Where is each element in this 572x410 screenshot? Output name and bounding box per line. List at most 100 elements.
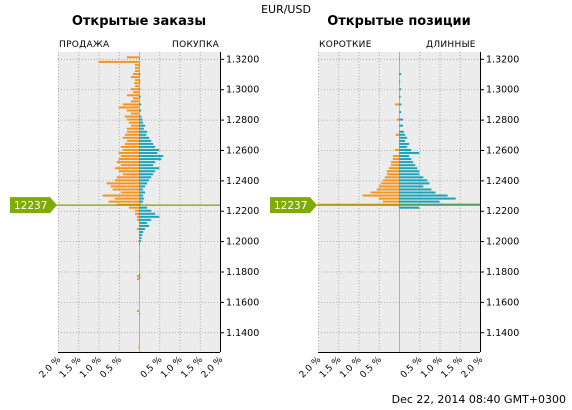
positions-bar-right: [399, 200, 440, 203]
orders-bar-left: [134, 63, 139, 66]
positions-x-tick-label: 1.0 %: [419, 355, 445, 381]
orders-y-tick-label: 1.1600: [226, 297, 259, 308]
panel-title-orders: Открытые заказы: [71, 14, 207, 29]
positions-bar-right: [399, 161, 414, 164]
positions-bar-left: [386, 170, 399, 173]
orders-bar-left: [122, 173, 139, 176]
positions-bar-right: [399, 158, 412, 161]
orders-bar-left: [106, 182, 139, 185]
orders-bar-right: [139, 115, 142, 118]
positions-y-tick-label: 1.2800: [486, 115, 519, 126]
orders-y-tick-label: 1.1800: [226, 267, 259, 278]
orders-bar-right: [139, 127, 144, 130]
positions-price-flag-label: 12237: [274, 200, 307, 212]
orders-bar-right: [139, 182, 148, 185]
orders-y-tick-label: 1.2600: [226, 145, 259, 156]
positions-bar-right: [399, 164, 416, 167]
orders-right-label: ПОКУПКА: [172, 40, 220, 50]
positions-bar-right: [399, 185, 424, 188]
orders-bar-right: [139, 215, 160, 218]
orders-bar-left: [114, 197, 139, 200]
orders-y-tick-label: 1.1400: [226, 328, 259, 339]
orders-bar-left: [134, 79, 139, 82]
positions-bar-left: [392, 158, 399, 161]
orders-bar-left: [136, 227, 139, 230]
orders-bar-left: [132, 73, 139, 76]
orders-bar-right: [139, 142, 154, 145]
orders-bar-right: [139, 191, 146, 194]
orders-bar-left: [122, 148, 139, 151]
orders-bar-right: [139, 221, 148, 224]
orders-bar-right: [139, 234, 143, 237]
orders-bar-right: [139, 136, 150, 139]
orders-bar-left: [120, 191, 139, 194]
orders-y-tick-label: 1.2800: [226, 115, 259, 126]
orders-bar-right: [139, 185, 146, 188]
positions-bar-left: [370, 191, 399, 194]
orders-bar-left: [126, 130, 139, 133]
orders-bar-right: [139, 164, 154, 167]
orders-bar-left: [134, 209, 139, 212]
positions-bar-left: [382, 179, 399, 182]
orders-bar-left: [118, 152, 139, 155]
positions-bar-right: [399, 133, 406, 136]
orders-bar-left: [120, 164, 139, 167]
orders-x-tick-label: 2.0 %: [200, 355, 226, 381]
orders-bar-right: [139, 212, 156, 215]
orders-bar-left: [134, 66, 139, 69]
positions-bar-left: [382, 200, 399, 203]
orders-left-label: ПРОДАЖА: [59, 40, 110, 50]
orders-bar-left: [132, 91, 139, 94]
positions-bar-right: [399, 176, 424, 179]
orders-bar-left: [130, 100, 139, 103]
positions-bar-right: [399, 197, 456, 200]
orders-bar-left: [136, 309, 139, 312]
orders-bar-right: [139, 161, 156, 164]
orders-bar-left: [134, 85, 139, 88]
positions-bar-right: [399, 191, 436, 194]
orders-bar-right: [139, 130, 148, 133]
orders-bar-right: [139, 237, 142, 240]
orders-price-flag-label: 12237: [14, 200, 47, 212]
chart-main-title: EUR/USD: [261, 3, 311, 16]
orders-bar-left: [116, 161, 139, 164]
orders-bar-left: [112, 188, 139, 191]
orders-bar-right: [139, 158, 162, 161]
positions-bar-right: [399, 152, 420, 155]
orders-y-tick-label: 1.3200: [226, 54, 259, 65]
orders-bar-left: [138, 346, 139, 349]
positions-bar-right: [399, 111, 402, 113]
orders-bar-right: [139, 109, 142, 112]
positions-bar-right: [399, 148, 412, 151]
orders-bar-right: [139, 176, 152, 179]
orders-bar-right: [139, 179, 150, 182]
positions-x-tick-label: 1.0 %: [338, 355, 364, 381]
positions-bar-right: [399, 145, 408, 148]
positions-bar-left: [392, 155, 399, 158]
orders-bar-left: [118, 170, 139, 173]
orders-bar-left: [122, 103, 139, 106]
orders-bar-right: [139, 139, 152, 142]
orders-bar-left: [130, 88, 139, 91]
positions-bar-right: [399, 179, 428, 182]
positions-bar-left: [394, 148, 399, 151]
orders-bar-left: [120, 145, 139, 148]
orders-y-tick-label: 1.2200: [226, 206, 259, 217]
orders-bar-left: [116, 176, 139, 179]
positions-x-tick-label: 1.5 %: [440, 355, 466, 381]
orders-bar-left: [108, 200, 139, 203]
positions-y-tick-label: 1.1400: [486, 328, 519, 339]
positions-bar-right: [399, 118, 404, 121]
positions-bar-right: [399, 136, 408, 139]
orders-bar-left: [130, 124, 139, 127]
orders-bar-right: [139, 103, 142, 106]
positions-y-tick-label: 1.1800: [486, 267, 519, 278]
orders-bar-right: [139, 145, 156, 148]
positions-bar-left: [396, 118, 399, 121]
orders-bar-right: [139, 148, 160, 151]
orders-bar-right: [139, 240, 142, 243]
orders-bar-left: [124, 115, 139, 118]
orders-bar-right: [139, 133, 147, 136]
orders-bar-left: [126, 94, 139, 97]
